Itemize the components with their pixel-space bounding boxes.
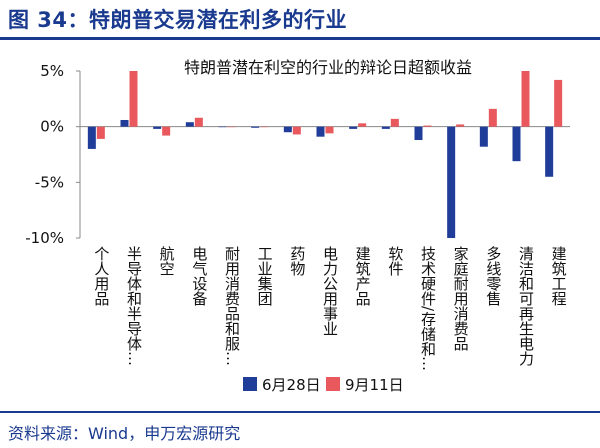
- bar-6-28: [251, 126, 260, 128]
- chart-title: 特朗普潜在利空的行业的辩论日超额收益: [184, 58, 472, 77]
- legend-swatch-9-11: [326, 377, 340, 391]
- bar-9-11: [129, 71, 138, 127]
- bar-6-28: [218, 126, 227, 128]
- bar-6-28: [283, 126, 292, 133]
- y-axis: 5% 0% -5% -10%: [25, 62, 81, 247]
- legend-label-9-11: 9月11日: [345, 376, 404, 394]
- bar-9-11: [456, 124, 465, 127]
- category-label: 建筑产品: [354, 246, 372, 306]
- category-label: 工业集团: [256, 246, 274, 306]
- bar-9-11: [390, 118, 399, 127]
- y-tick-label: 5%: [40, 62, 64, 80]
- bar-6-28: [153, 126, 162, 129]
- bar-6-28: [512, 126, 521, 162]
- bar-6-28: [447, 126, 456, 238]
- bar-9-11: [292, 126, 301, 135]
- bar-6-28: [414, 126, 423, 141]
- bar-9-11: [554, 79, 563, 127]
- bar-9-11: [488, 108, 497, 127]
- bar-6-28: [120, 119, 129, 127]
- source-note: 资料来源：Wind，申万宏源研究: [8, 424, 241, 443]
- category-label: 耐用消费品和服…: [223, 246, 241, 366]
- category-label: 半导体和半导体…: [125, 246, 143, 366]
- plot-area: [80, 71, 570, 238]
- footer-divider: [0, 411, 600, 413]
- category-label: 清洁和可再生电力: [517, 246, 535, 367]
- legend: 6月28日 9月11日: [243, 376, 404, 394]
- bar-6-28: [185, 122, 194, 127]
- category-label: 家庭耐用消费品: [452, 246, 470, 351]
- bar-6-28: [545, 126, 554, 177]
- bar-9-11: [260, 126, 269, 128]
- category-label: 电气设备: [190, 246, 208, 306]
- bar-9-11: [521, 71, 530, 127]
- category-label: 技术硬件/存储和…: [419, 246, 437, 371]
- bar-9-11: [325, 126, 334, 134]
- bar-9-11: [423, 125, 432, 127]
- bar-9-11: [96, 126, 105, 139]
- category-label: 软件: [386, 246, 404, 276]
- y-tick-label: -10%: [25, 229, 64, 247]
- y-tick-label: 0%: [40, 118, 64, 136]
- bar-6-28: [349, 126, 358, 129]
- page-title: 图 34：特朗普交易潜在利多的行业: [8, 8, 348, 32]
- category-label: 个人用品: [92, 246, 110, 306]
- category-label: 电力公用事业: [321, 246, 339, 336]
- bar-6-28: [479, 126, 488, 147]
- category-label: 多线零售: [484, 246, 502, 306]
- legend-label-6-28: 6月28日: [262, 376, 321, 394]
- bar-9-11: [227, 126, 236, 128]
- bar-9-11: [194, 117, 203, 127]
- bar-6-28: [87, 126, 96, 149]
- legend-swatch-6-28: [243, 377, 257, 391]
- bar-chart: 特朗普潜在利空的行业的辩论日超额收益 5% 0% -5% -10% 个人用品 半导体和半…: [25, 58, 570, 394]
- bar-6-28: [381, 126, 390, 129]
- title-divider: [0, 37, 600, 40]
- category-label: 建筑工程: [550, 246, 568, 306]
- bar-9-11: [162, 126, 171, 136]
- x-axis-labels: 个人用品 半导体和半导体… 航空 电气设备 耐用消费品和服… 工业集团 药物 电力公用事业 建筑…: [92, 246, 567, 371]
- bar-6-28: [316, 126, 325, 137]
- y-tick-label: -5%: [35, 173, 64, 191]
- bar-9-11: [358, 123, 367, 127]
- category-label: 药物: [288, 246, 306, 277]
- category-label: 航空: [158, 246, 176, 276]
